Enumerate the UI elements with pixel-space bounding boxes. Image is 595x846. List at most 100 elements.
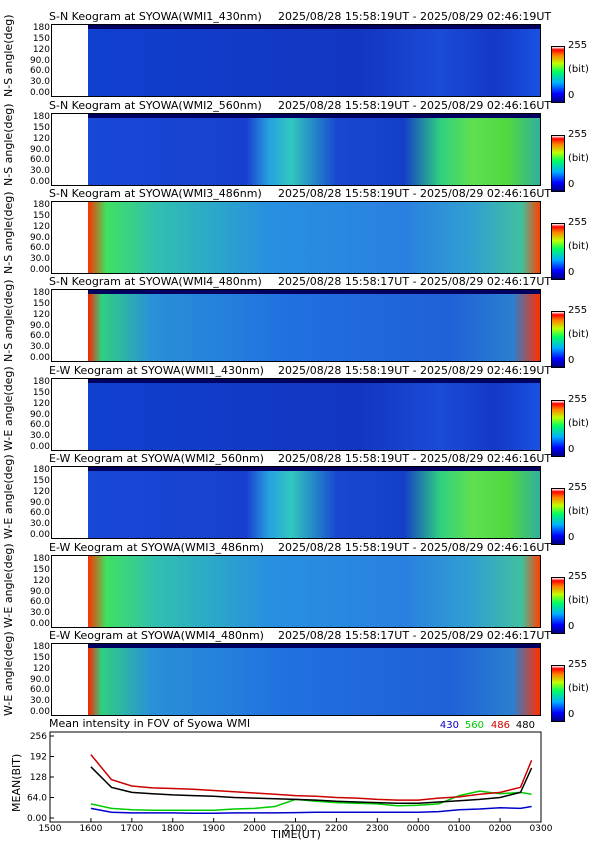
y-tick-label: 180 xyxy=(32,554,50,564)
y-tick-label: 30.0 xyxy=(29,519,50,530)
keogram-y-axis-label: N-S angle(deg) xyxy=(2,191,15,274)
y-tick-label: 30.0 xyxy=(29,342,50,353)
keogram-time-range: 2025/08/28 15:58:19UT - 2025/08/29 02:46… xyxy=(278,452,552,465)
y-tick-label: 120 xyxy=(32,663,50,674)
y-tick-label: 30.0 xyxy=(29,608,50,619)
keogram-title: S-N Keogram at SYOWA(WMI2_560nm) xyxy=(49,99,262,112)
keogram-plot xyxy=(51,201,541,274)
colorbar-min-label: 0 xyxy=(568,532,575,543)
y-tick-label: 120 xyxy=(32,221,50,232)
keogram-image xyxy=(88,379,540,450)
keogram-title: E-W Keogram at SYOWA(WMI1_430nm) xyxy=(49,364,264,377)
mean-intensity-panel: Mean intensity in FOV of Syowa WMI 430 56… xyxy=(0,716,595,842)
colorbar-max-label: 255 xyxy=(568,40,588,51)
keogram-image xyxy=(88,290,540,361)
keogram-y-axis-label: W-E angle(deg) xyxy=(2,543,15,628)
keogram-y-ticks: 180 150 120 90.0 60.0 30.0 0.00 xyxy=(24,643,50,717)
keogram-image xyxy=(88,644,540,715)
x-tick-label: 2100 xyxy=(284,824,307,834)
keogram-plot xyxy=(51,643,541,716)
y-tick-label: 0.00 xyxy=(29,530,50,540)
colorbar xyxy=(551,311,565,368)
keogram-image xyxy=(88,467,540,538)
keogram-y-axis-label: W-E angle(deg) xyxy=(2,366,15,451)
keogram-y-ticks: 180 150 120 90.0 60.0 30.0 0.00 xyxy=(24,288,50,363)
keogram-title: E-W Keogram at SYOWA(WMI4_480nm) xyxy=(49,629,264,642)
y-tick-label: 150 xyxy=(32,210,50,221)
y-tick-label: 90.0 xyxy=(29,497,50,508)
keogram-panel: S-N Keogram at SYOWA(WMI3_486nm) 2025/08/… xyxy=(0,187,595,280)
x-tick-label: 1800 xyxy=(161,824,184,834)
keogram-title: S-N Keogram at SYOWA(WMI3_486nm) xyxy=(49,187,262,200)
colorbar-max-label: 255 xyxy=(568,129,588,140)
colorbar-min-label: 0 xyxy=(568,709,575,720)
colorbar xyxy=(551,46,565,103)
keogram-image xyxy=(88,25,540,96)
y-tick-label: 60.0 xyxy=(29,685,50,696)
y-tick-label: 180 xyxy=(32,465,50,475)
x-axis-label: TIME(UT) xyxy=(270,828,321,841)
x-tick-label: 2200 xyxy=(325,824,348,834)
keogram-panel: E-W Keogram at SYOWA(WMI1_430nm) 2025/08/… xyxy=(0,364,595,457)
y-tick-label: 30.0 xyxy=(29,696,50,707)
keogram-image xyxy=(88,114,540,185)
y-axis-label: MEAN(BIT) xyxy=(10,754,23,812)
keogram-y-axis-label: N-S angle(deg) xyxy=(2,279,15,362)
x-tick-label: 0300 xyxy=(530,824,553,834)
y-tick-label: 30.0 xyxy=(29,166,50,177)
series-line-430 xyxy=(90,805,532,814)
x-tick-label: 0000 xyxy=(407,824,430,834)
y-tick-label: 0.00 xyxy=(29,265,50,275)
y-tick-label: 150 xyxy=(32,564,50,575)
keogram-panel: E-W Keogram at SYOWA(WMI2_560nm) 2025/08/… xyxy=(0,452,595,545)
plot-frame xyxy=(49,731,542,823)
colorbar-max-label: 255 xyxy=(568,305,588,316)
keogram-panel: S-N Keogram at SYOWA(WMI1_430nm) 2025/08/… xyxy=(0,10,595,103)
y-tick-label: 0.00 xyxy=(29,88,50,98)
keogram-y-axis-label: N-S angle(deg) xyxy=(2,14,15,97)
chart-title: Mean intensity in FOV of Syowa WMI xyxy=(49,717,250,730)
x-tick-label: 2000 xyxy=(243,824,266,834)
y-tick-label: 90.0 xyxy=(29,674,50,685)
keogram-plot xyxy=(51,289,541,362)
y-tick-label: 60.0 xyxy=(29,420,50,431)
y-tick-label: 90.0 xyxy=(29,55,50,66)
y-tick-label: 0.00 xyxy=(29,619,50,629)
keogram-panel: E-W Keogram at SYOWA(WMI4_480nm) 2025/08/… xyxy=(0,629,595,722)
legend-entry-430: 430 xyxy=(440,720,459,731)
colorbar-min-label: 0 xyxy=(568,90,575,101)
y-tick-label: 90.0 xyxy=(29,144,50,155)
y-tick-label: 150 xyxy=(32,122,50,133)
keogram-plot xyxy=(51,378,541,451)
y-tick-label: 60.0 xyxy=(29,243,50,254)
colorbar-unit-label: (bit) xyxy=(568,683,589,694)
y-tick-label: 180 xyxy=(32,200,50,210)
keogram-plot xyxy=(51,555,541,628)
keogram-plot xyxy=(51,24,541,97)
y-tick-label: 120 xyxy=(32,133,50,144)
y-tick-label: 60.0 xyxy=(29,66,50,77)
keogram-plot xyxy=(51,466,541,539)
colorbar-unit-label: (bit) xyxy=(568,418,589,429)
colorbar-unit-label: (bit) xyxy=(568,241,589,252)
keogram-time-range: 2025/08/28 15:58:17UT - 2025/08/29 02:46… xyxy=(278,629,552,642)
y-tick-label: 150 xyxy=(32,387,50,398)
keogram-y-ticks: 180 150 120 90.0 60.0 30.0 0.00 xyxy=(24,113,50,187)
y-tick-label: 60.0 xyxy=(29,331,50,342)
legend-entry-560: 560 xyxy=(465,720,484,731)
keogram-y-axis-label: W-E angle(deg) xyxy=(2,454,15,539)
y-tick-label: 120 xyxy=(32,575,50,586)
y-tick-label: 180 xyxy=(32,288,50,298)
keogram-plot xyxy=(51,113,541,186)
keogram-time-range: 2025/08/28 15:58:19UT - 2025/08/29 02:46… xyxy=(278,541,552,554)
x-tick-label: 0100 xyxy=(448,824,471,834)
y-tick-label: 192 xyxy=(30,753,47,763)
y-tick-label: 30.0 xyxy=(29,431,50,442)
keogram-y-ticks: 180 150 120 90.0 60.0 30.0 0.00 xyxy=(24,554,50,629)
y-tick-label: 150 xyxy=(32,298,50,309)
colorbar-unit-label: (bit) xyxy=(568,153,589,164)
keogram-time-range: 2025/08/28 15:58:19UT - 2025/08/29 02:46… xyxy=(278,99,552,112)
y-tick-label: 0.00 xyxy=(29,707,50,717)
keogram-title: E-W Keogram at SYOWA(WMI2_560nm) xyxy=(49,452,264,465)
y-tick-label: 150 xyxy=(32,652,50,663)
